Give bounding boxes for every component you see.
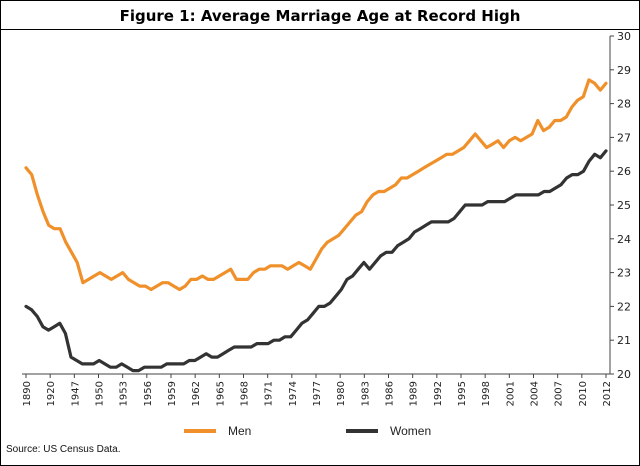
legend-swatch-women [346, 429, 378, 433]
x-tick-label: 1980 [336, 381, 347, 406]
x-tick-label: 1956 [143, 381, 154, 406]
x-tick-label: 1890 [22, 381, 33, 406]
x-tick-label: 1920 [46, 381, 57, 406]
y-tick-label: 26 [617, 165, 631, 178]
x-tick-label: 2001 [505, 381, 516, 406]
legend-item-women: Women [346, 422, 431, 440]
y-tick-label: 28 [617, 98, 631, 111]
y-tick-label: 23 [617, 267, 631, 280]
y-tick-label: 21 [617, 334, 631, 347]
series-line-women [24, 149, 608, 373]
legend-label-men: Men [228, 424, 252, 438]
x-tick-label: 1989 [409, 381, 420, 406]
series-layer [24, 78, 608, 373]
y-tick-label: 25 [617, 199, 631, 212]
chart-title: Figure 1: Average Marriage Age at Record… [119, 7, 521, 25]
x-tick-label: 1959 [167, 381, 178, 406]
x-tick-label: 1995 [457, 381, 468, 406]
x-tick-label: 2010 [578, 381, 589, 406]
x-tick-label: 1965 [215, 381, 226, 406]
x-tick-label: 1971 [264, 381, 275, 406]
x-tick-label: 1998 [481, 381, 492, 406]
x-tick-label: 1962 [191, 381, 202, 406]
x-tick-label: 1947 [70, 381, 81, 406]
x-tick-label: 1986 [385, 381, 396, 406]
x-tick-label: 1992 [433, 381, 444, 406]
x-tick-label: 2012 [602, 381, 613, 406]
x-tick-label: 2007 [554, 381, 565, 406]
title-divider [0, 29, 640, 30]
axes [22, 36, 611, 375]
x-tick-label: 1983 [360, 381, 371, 406]
y-tick-label: 30 [617, 30, 631, 43]
legend-swatch-men [184, 429, 216, 433]
y-tick-label: 24 [617, 233, 631, 246]
x-tick-label: 1968 [240, 381, 251, 406]
x-tick-label: 1977 [312, 381, 323, 406]
x-tick-label: 1974 [288, 381, 299, 406]
source-note: Source: US Census Data. [6, 444, 121, 455]
series-line-men [24, 78, 608, 292]
y-tick-label: 27 [617, 131, 631, 144]
y-tick-label: 29 [617, 64, 631, 77]
legend-item-men: Men [184, 422, 251, 440]
y-tick-label: 22 [617, 300, 631, 313]
ticks-layer: 20 21 22 23 24 25 26 27 28 29 30 1890 1920 1947 1950 19… [22, 30, 631, 406]
x-tick-label: 1950 [95, 381, 106, 406]
x-tick-label: 1953 [119, 381, 130, 406]
x-tick-label: 2004 [530, 381, 541, 406]
legend-label-women: Women [390, 424, 432, 438]
y-tick-label: 20 [617, 368, 631, 381]
